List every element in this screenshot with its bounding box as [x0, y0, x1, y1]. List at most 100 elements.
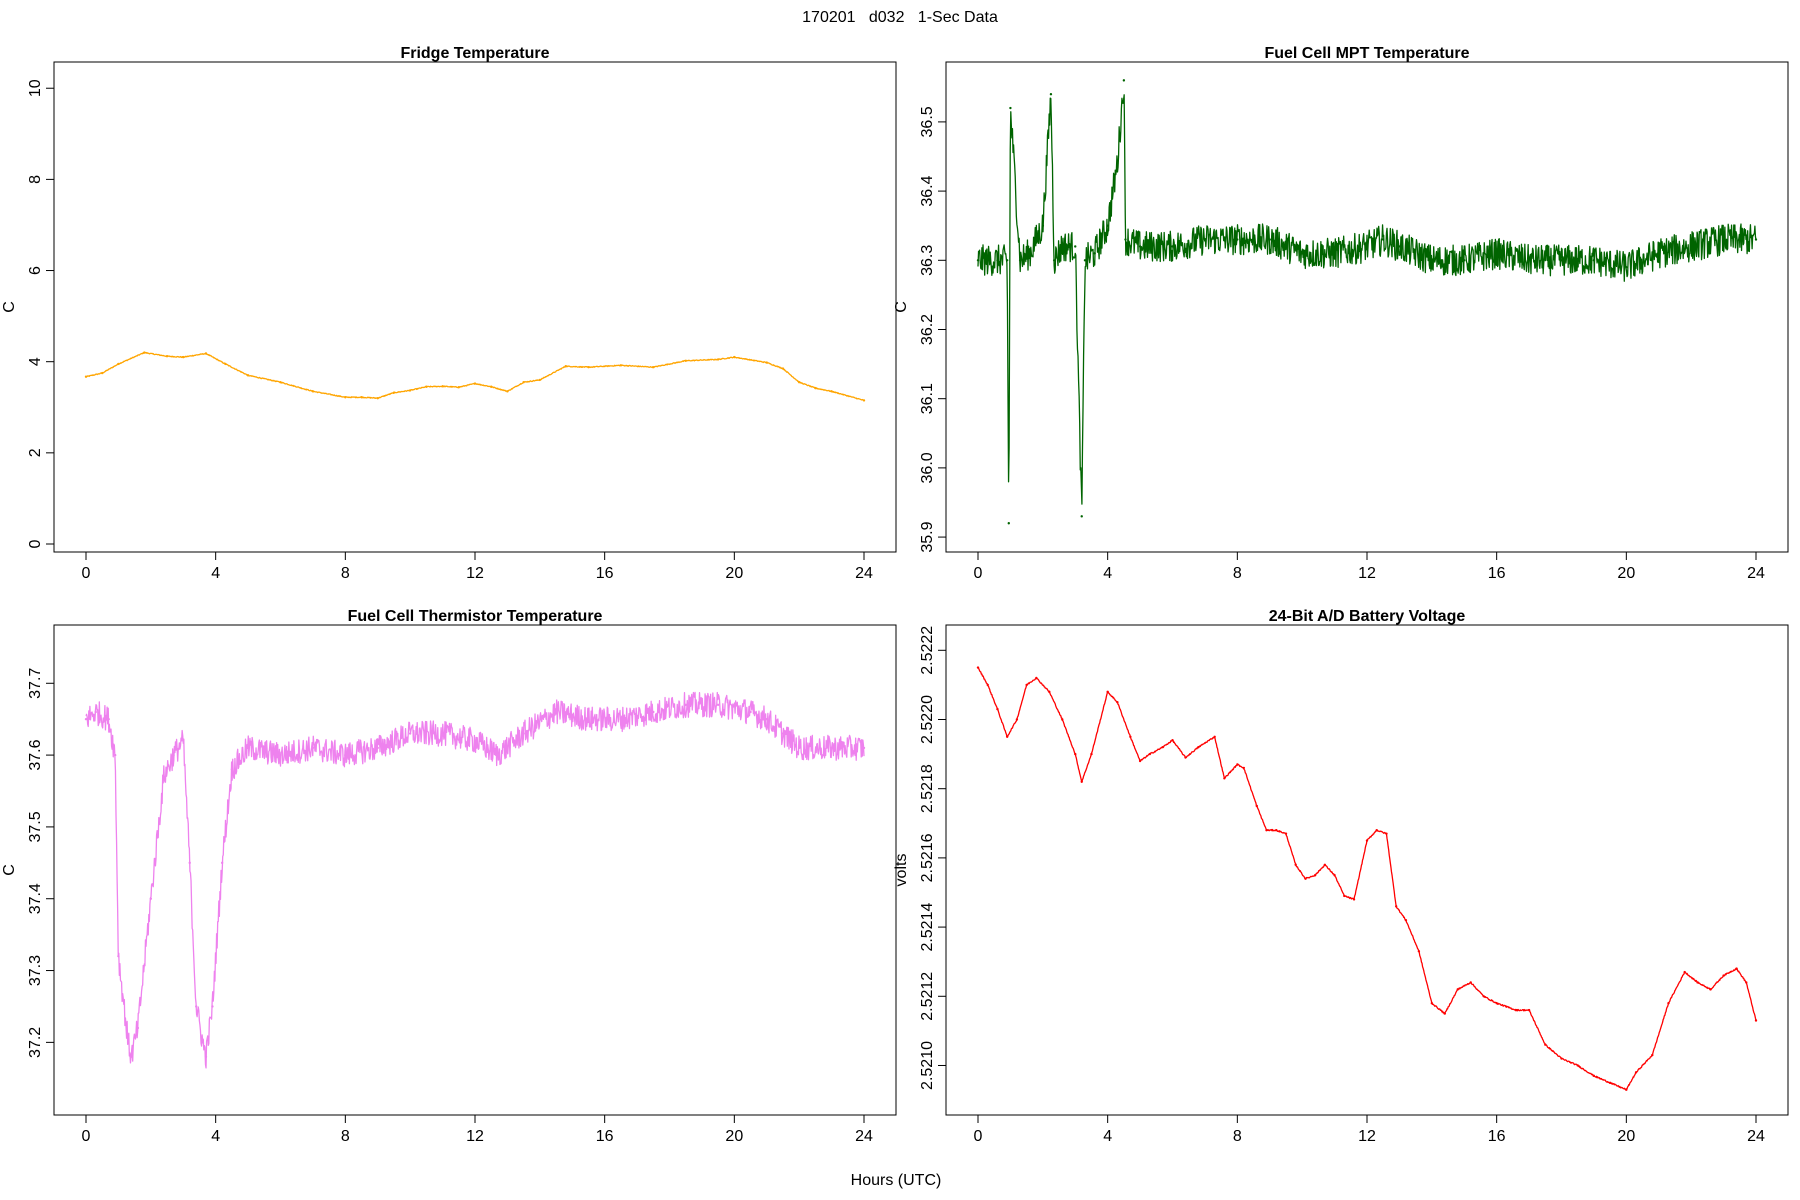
- data-point: [1203, 238, 1207, 241]
- data-point: [1651, 1053, 1654, 1057]
- x-tick-label: 20: [1617, 1128, 1635, 1145]
- data-point: [1365, 839, 1369, 842]
- data-point: [1608, 1081, 1612, 1084]
- data-point: [1657, 252, 1660, 255]
- y-tick-label: 36.4: [919, 175, 936, 206]
- data-point: [1093, 252, 1096, 255]
- data-point: [1223, 777, 1226, 780]
- data-point: [1394, 905, 1398, 908]
- data-point: [1323, 863, 1327, 867]
- data-point: [1213, 735, 1216, 738]
- data-point: [1385, 832, 1388, 835]
- data-point: [1052, 259, 1056, 262]
- data-point: [1106, 690, 1109, 694]
- data-point: [473, 739, 477, 742]
- data-point: [1696, 981, 1699, 984]
- data-point: [246, 374, 250, 377]
- x-tick-label: 12: [1358, 1128, 1376, 1145]
- data-point: [538, 378, 542, 382]
- data-point: [1106, 224, 1109, 227]
- data-point: [117, 362, 120, 366]
- x-tick-label: 4: [1103, 1128, 1112, 1145]
- data-point: [84, 717, 88, 721]
- data-point: [1375, 829, 1378, 832]
- y-axis-label: volts: [893, 854, 910, 887]
- y-tick-label: 36.2: [919, 314, 936, 345]
- data-point: [1343, 894, 1346, 898]
- data-point: [814, 386, 817, 390]
- y-tick-label: 2.5218: [919, 764, 936, 813]
- data-point: [130, 1055, 133, 1058]
- data-point: [165, 355, 169, 358]
- data-point: [1083, 259, 1087, 262]
- data-point: [976, 259, 980, 262]
- x-tick-label: 20: [1617, 565, 1635, 582]
- data-point: [1592, 259, 1596, 262]
- x-tick-label: 4: [211, 1128, 220, 1145]
- data-point: [1625, 1088, 1628, 1091]
- data-point: [1090, 752, 1093, 756]
- data-point: [1333, 252, 1336, 255]
- data-point: [1124, 238, 1127, 241]
- data-point: [1495, 1002, 1498, 1005]
- y-tick-label: 6: [27, 266, 44, 275]
- data-point: [408, 389, 412, 392]
- data-point: [279, 753, 282, 757]
- data-point: [1148, 752, 1152, 756]
- x-tick-label: 8: [341, 1128, 350, 1145]
- data-point: [1171, 739, 1174, 742]
- data-point: [473, 382, 477, 385]
- data-point: [1592, 1074, 1596, 1078]
- data-point: [506, 390, 509, 393]
- data-point: [107, 717, 110, 721]
- data-point: [522, 381, 525, 384]
- chart-panel-4: 24-Bit A/D Battery Voltage volts 0 4 8 12 16 20…: [893, 608, 1789, 1145]
- y-tick-label: 2: [27, 448, 44, 457]
- data-point: [1382, 238, 1385, 241]
- data-point: [684, 703, 687, 707]
- data-point: [1161, 745, 1164, 749]
- data-point: [1576, 1064, 1579, 1067]
- data-point: [490, 385, 493, 388]
- data-point: [1754, 238, 1758, 241]
- data-point: [1138, 245, 1142, 248]
- data-point: [1005, 259, 1009, 262]
- data-point: [1514, 1008, 1518, 1012]
- data-point: [1333, 873, 1336, 877]
- data-point: [862, 746, 866, 750]
- x-tick-label: 0: [974, 1128, 983, 1145]
- data-point: [1197, 745, 1200, 749]
- y-tick-label: 36.1: [919, 383, 936, 414]
- data-point: [117, 954, 120, 958]
- data-point: [1482, 995, 1485, 998]
- data-point: [182, 355, 185, 359]
- y-tick-label: 37.7: [27, 668, 44, 699]
- data-point: [1080, 780, 1083, 783]
- data-point: [830, 746, 833, 750]
- y-axis-label: C: [1, 864, 18, 876]
- y-tick-label: 4: [27, 357, 44, 366]
- x-tick-label: 20: [725, 565, 743, 582]
- data-point: [457, 386, 460, 389]
- data-point: [733, 355, 736, 359]
- data-point: [344, 396, 347, 399]
- data-point: [1722, 238, 1725, 241]
- data-point: [1505, 1005, 1508, 1008]
- data-point: [204, 1055, 208, 1058]
- y-tick-label: 2.5220: [919, 695, 936, 744]
- data-point: [1275, 829, 1278, 832]
- data-point: [1171, 245, 1174, 248]
- data-point: [1527, 1008, 1531, 1012]
- data-point: [1009, 106, 1012, 110]
- panel-title: 24-Bit A/D Battery Voltage: [1269, 608, 1466, 625]
- data-point: [376, 746, 379, 750]
- y-tick-label: 2.5210: [919, 1041, 936, 1090]
- x-tick-label: 24: [1747, 565, 1765, 582]
- chart-panel-2: Fuel Cell MPT Temperature C 0 4 8 12 16 20 24 35.…: [893, 45, 1789, 582]
- data-point: [1129, 735, 1132, 738]
- x-tick-label: 4: [211, 565, 220, 582]
- x-tick-label: 24: [855, 1128, 873, 1145]
- data-point: [311, 746, 315, 750]
